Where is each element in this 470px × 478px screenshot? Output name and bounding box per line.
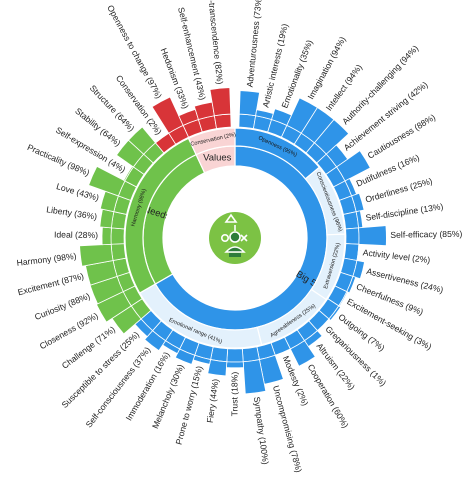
leaf-bar-fiery	[207, 359, 228, 377]
leaf-label-fiery: Fiery (44%)	[205, 378, 221, 423]
mid-segment-conservation	[187, 127, 236, 156]
leaf-bar-liberty	[99, 208, 115, 229]
leaf-label-trust: Trust (18%)	[229, 372, 239, 417]
leaf-label-self-discipline: Self-discipline (13%)	[365, 201, 444, 222]
leaf-bar-ideal	[101, 226, 112, 246]
leaf-label-self-efficacy: Self-efficacy (85%)	[390, 229, 462, 240]
leaf-bar-trust	[226, 361, 244, 369]
leaf-label-adventurousness: Adventurousness (73%)	[245, 0, 264, 88]
leaf-base-adventurousness	[238, 113, 257, 130]
mid-ring: Openness (95%)Conscientiousness (96%)Ext…	[124, 127, 346, 349]
leaf-label-sympathy: Sympathy (100%)	[252, 396, 271, 465]
leaf-base-ideal	[110, 227, 125, 245]
leaf-base-trust	[226, 348, 244, 363]
leaf-bar-self-efficacy	[358, 225, 387, 247]
leaf-base-fiery	[210, 346, 229, 363]
leaf-base-harmony	[110, 243, 127, 261]
person-network-icon	[221, 213, 248, 257]
leaf-base-activity-level	[343, 243, 360, 261]
leaf-bar-self-transcendence	[209, 87, 232, 117]
leaf-label-activity-level: Activity level (2%)	[362, 247, 431, 265]
leaf-label-self-transcendence: Self-transcendence (82%)	[205, 0, 225, 85]
leaf-label-liberty: Liberty (36%)	[46, 204, 98, 221]
leaf-base-self-transcendence	[213, 113, 232, 130]
leaf-label-openness-to-change: Openness to change (97%)	[105, 3, 164, 100]
leaf-base-self-efficacy	[345, 227, 360, 245]
leaf-ring	[79, 87, 387, 395]
leaf-label-ideal: Ideal (28%)	[54, 229, 98, 240]
leaf-label-harmony: Harmony (98%)	[16, 251, 77, 268]
leaf-label-excitement: Excitement (87%)	[17, 271, 85, 297]
inner-label-values: Values	[203, 152, 232, 163]
leaf-base-sympathy	[241, 346, 260, 363]
